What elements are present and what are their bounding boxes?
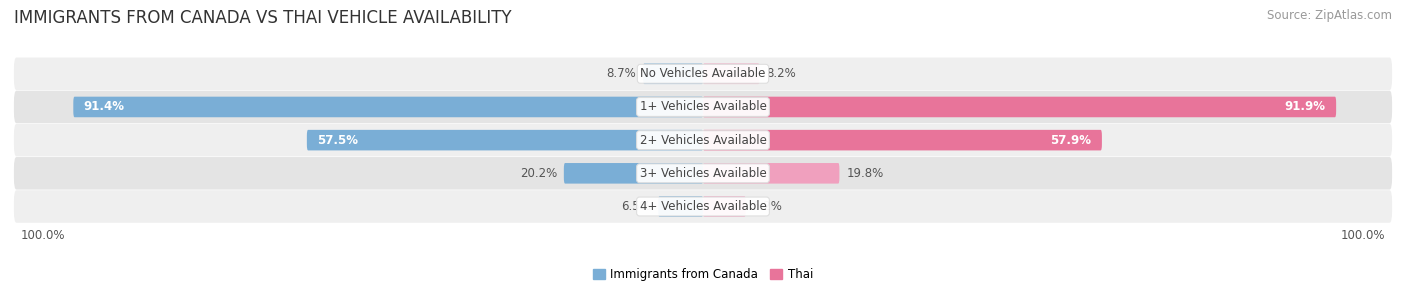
Text: 100.0%: 100.0% — [1340, 229, 1385, 242]
FancyBboxPatch shape — [14, 190, 1392, 223]
Text: 91.4%: 91.4% — [83, 100, 125, 114]
FancyBboxPatch shape — [703, 196, 745, 217]
Text: 1+ Vehicles Available: 1+ Vehicles Available — [640, 100, 766, 114]
Text: IMMIGRANTS FROM CANADA VS THAI VEHICLE AVAILABILITY: IMMIGRANTS FROM CANADA VS THAI VEHICLE A… — [14, 9, 512, 27]
Text: 6.5%: 6.5% — [621, 200, 651, 213]
FancyBboxPatch shape — [14, 57, 1392, 90]
FancyBboxPatch shape — [14, 91, 1392, 123]
Text: 91.9%: 91.9% — [1285, 100, 1326, 114]
FancyBboxPatch shape — [564, 163, 703, 184]
FancyBboxPatch shape — [643, 63, 703, 84]
FancyBboxPatch shape — [703, 63, 759, 84]
FancyBboxPatch shape — [73, 97, 703, 117]
Text: 100.0%: 100.0% — [21, 229, 66, 242]
Text: 57.5%: 57.5% — [318, 134, 359, 147]
Text: 19.8%: 19.8% — [846, 167, 883, 180]
Text: 8.2%: 8.2% — [766, 67, 796, 80]
FancyBboxPatch shape — [14, 124, 1392, 156]
Text: 2+ Vehicles Available: 2+ Vehicles Available — [640, 134, 766, 147]
Text: No Vehicles Available: No Vehicles Available — [640, 67, 766, 80]
Text: Source: ZipAtlas.com: Source: ZipAtlas.com — [1267, 9, 1392, 21]
FancyBboxPatch shape — [658, 196, 703, 217]
Text: 20.2%: 20.2% — [520, 167, 557, 180]
Text: 3+ Vehicles Available: 3+ Vehicles Available — [640, 167, 766, 180]
FancyBboxPatch shape — [703, 130, 1102, 150]
Text: 8.7%: 8.7% — [606, 67, 636, 80]
Text: 4+ Vehicles Available: 4+ Vehicles Available — [640, 200, 766, 213]
FancyBboxPatch shape — [703, 97, 1336, 117]
FancyBboxPatch shape — [703, 163, 839, 184]
FancyBboxPatch shape — [307, 130, 703, 150]
Legend: Immigrants from Canada, Thai: Immigrants from Canada, Thai — [588, 264, 818, 286]
Text: 6.2%: 6.2% — [752, 200, 783, 213]
Text: 57.9%: 57.9% — [1050, 134, 1091, 147]
FancyBboxPatch shape — [14, 157, 1392, 190]
